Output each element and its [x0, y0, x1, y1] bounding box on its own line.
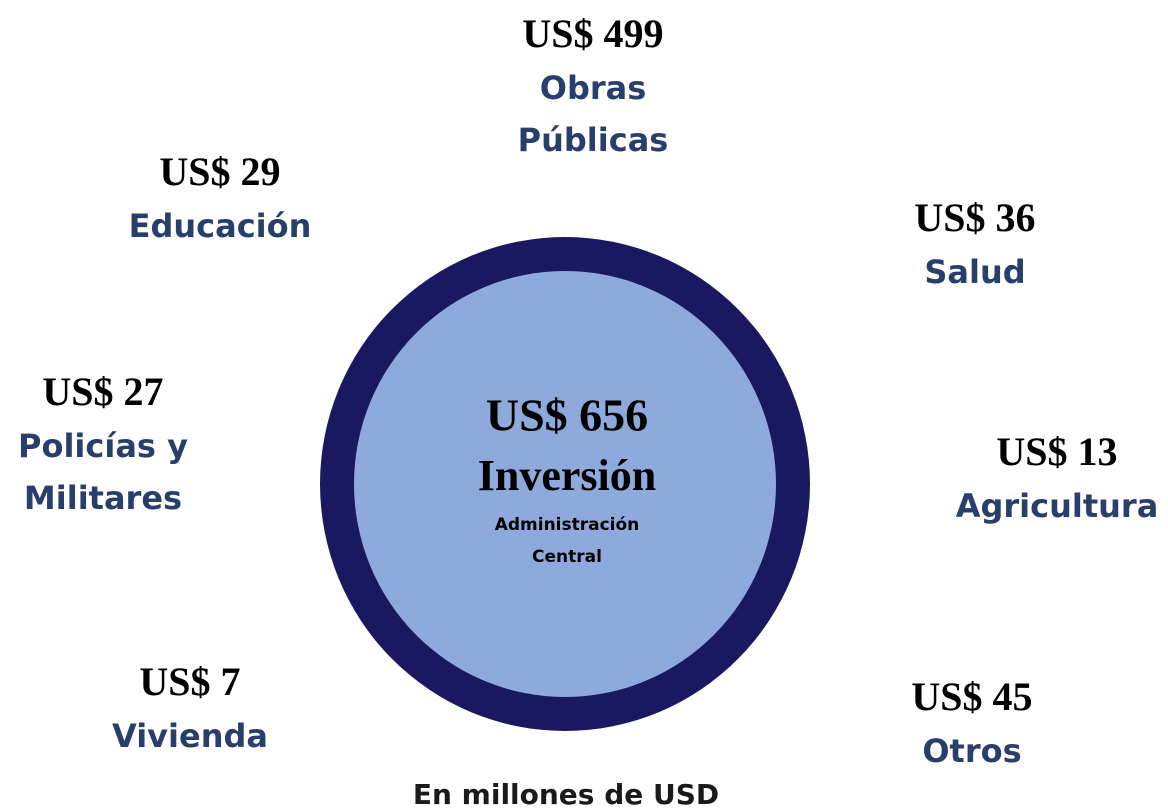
item-amount: US$ 7 [139, 659, 240, 704]
item-amount: US$ 27 [42, 369, 163, 414]
center-amount: US$ 656 [486, 390, 648, 441]
item-label: Policías y [18, 427, 188, 465]
item-amount: US$ 36 [914, 195, 1035, 240]
item-label: Salud [924, 253, 1025, 291]
item-label: Públicas [518, 121, 669, 159]
item-label: Militares [24, 479, 182, 517]
item-label: Agricultura [956, 487, 1159, 525]
item-label: Vivienda [112, 717, 268, 755]
item-label: Educación [129, 207, 312, 245]
item-amount: US$ 499 [522, 11, 663, 56]
center-title: Inversión [478, 451, 656, 500]
item-amount: US$ 29 [159, 149, 280, 194]
item-amount: US$ 45 [911, 674, 1032, 719]
item-amount: US$ 13 [996, 429, 1117, 474]
center-subtitle: Administración [495, 515, 640, 535]
item-label: Otros [922, 732, 1021, 770]
footer: En millones de USD [413, 778, 719, 811]
center-subtitle: Central [532, 547, 602, 567]
inner-circle [354, 271, 776, 697]
item-label: Obras [540, 69, 647, 107]
